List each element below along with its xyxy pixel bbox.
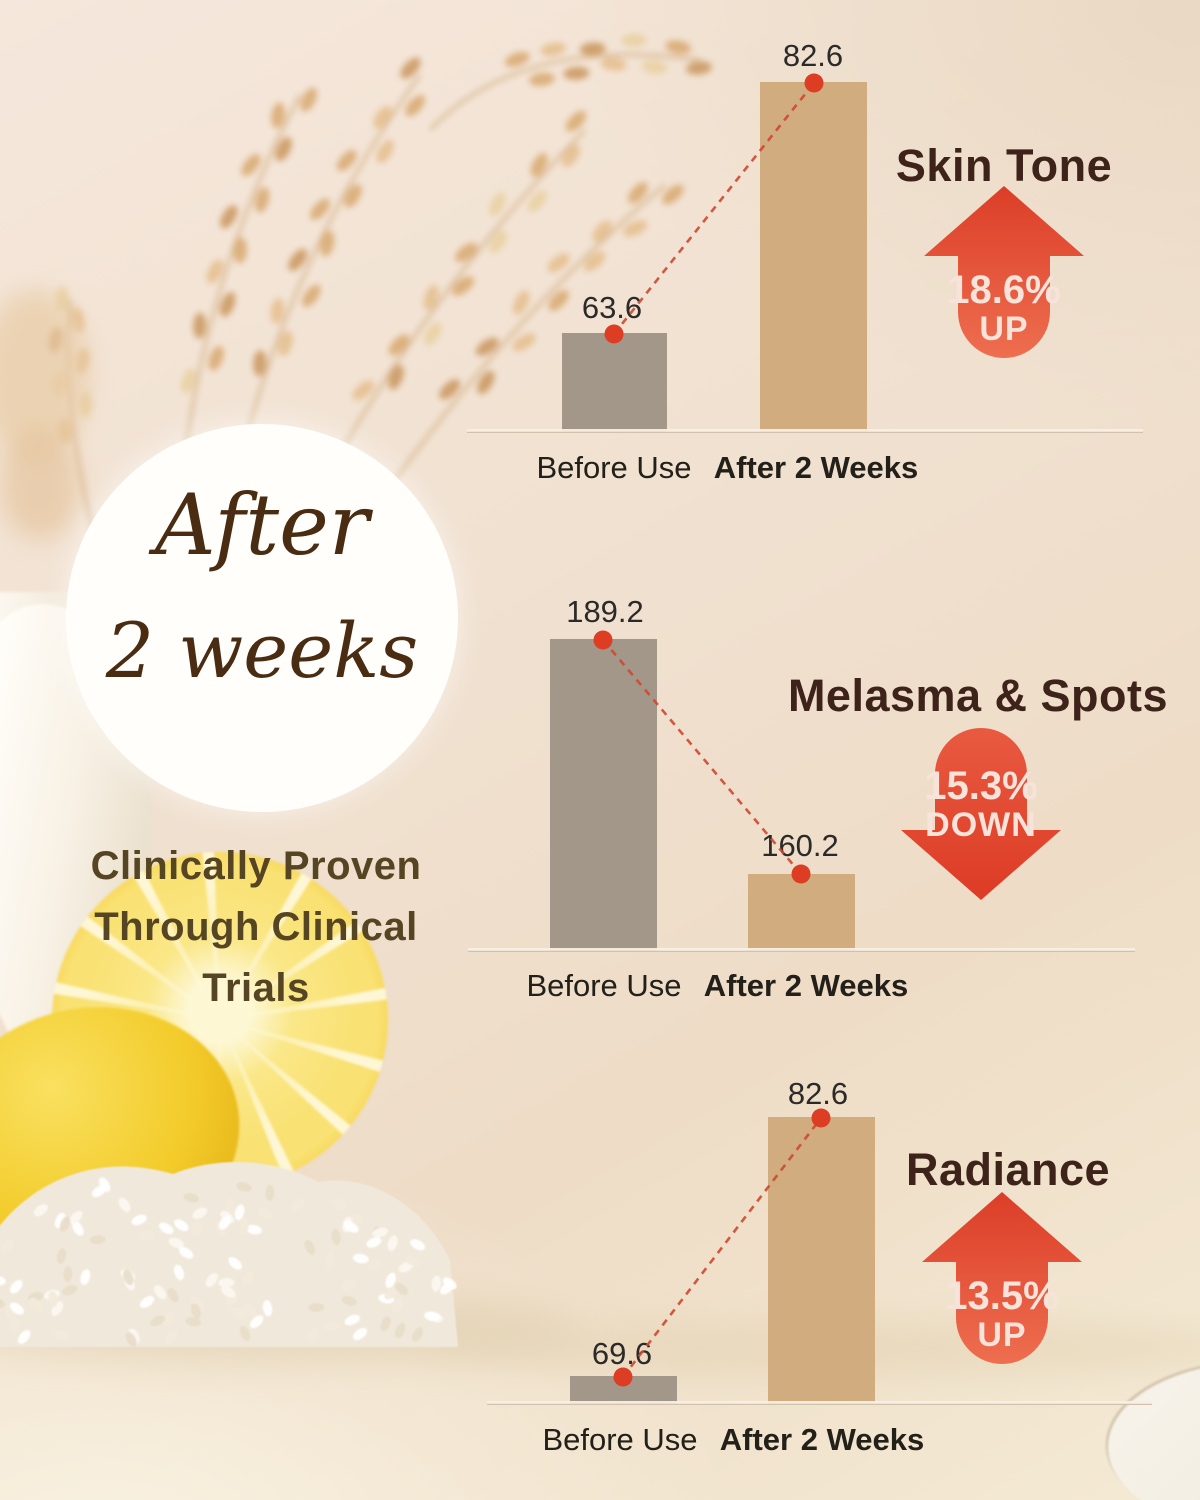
rice-grains-photo <box>0 1162 458 1347</box>
bar-after-2-weeks <box>768 1117 875 1404</box>
down-arrow-icon: 15.3% DOWN <box>899 724 1063 902</box>
bar-after-2-weeks <box>760 82 867 432</box>
value-label-before: 63.6 <box>581 290 643 325</box>
value-label-after: 82.6 <box>782 38 844 73</box>
value-label-before: 69.6 <box>591 1336 653 1371</box>
stalk-blur-blob <box>0 430 80 540</box>
tagline-line1: Clinically Proven <box>90 844 422 888</box>
up-arrow-icon: 13.5% UP <box>920 1190 1084 1368</box>
bar-after-2-weeks <box>748 874 855 951</box>
value-label-after: 160.2 <box>761 828 839 863</box>
tagline-line3: Trials <box>202 966 310 1010</box>
change-percent: 13.5% <box>945 1274 1059 1318</box>
bar-before-use <box>550 639 657 951</box>
change-percent: 15.3% <box>924 764 1038 808</box>
chart-title: Radiance <box>905 1144 1111 1195</box>
bar-before-use <box>570 1376 677 1404</box>
category-label-before: Before Use <box>542 1422 698 1457</box>
bar-before-use <box>562 333 667 432</box>
axis-baseline <box>467 429 1143 433</box>
change-percent: 18.6% <box>947 268 1061 312</box>
category-label-after: After 2 Weeks <box>703 968 909 1003</box>
category-label-before: Before Use <box>536 450 692 485</box>
tagline: Clinically Proven Through Clinical Trial… <box>8 836 504 1019</box>
badge-text-line1: After <box>155 476 369 574</box>
axis-baseline <box>468 948 1135 952</box>
dish-edge-photo <box>1108 1362 1200 1500</box>
up-arrow-icon: 18.6% UP <box>922 184 1086 362</box>
change-direction: DOWN <box>925 806 1037 844</box>
category-label-after: After 2 Weeks <box>719 1422 925 1457</box>
chart-title: Melasma & Spots <box>787 670 1169 721</box>
change-direction: UP <box>977 1316 1027 1354</box>
tagline-line2: Through Clinical <box>94 905 418 949</box>
value-label-after: 82.6 <box>787 1076 849 1111</box>
category-label-after: After 2 Weeks <box>713 450 919 485</box>
chart-title: Skin Tone <box>895 140 1113 191</box>
badge-text-line2: 2 weeks <box>105 606 419 695</box>
category-label-before: Before Use <box>526 968 682 1003</box>
axis-baseline <box>487 1401 1152 1405</box>
after-2-weeks-badge: After 2 weeks <box>66 424 458 812</box>
change-direction: UP <box>979 310 1029 348</box>
value-label-before: 189.2 <box>566 594 644 629</box>
